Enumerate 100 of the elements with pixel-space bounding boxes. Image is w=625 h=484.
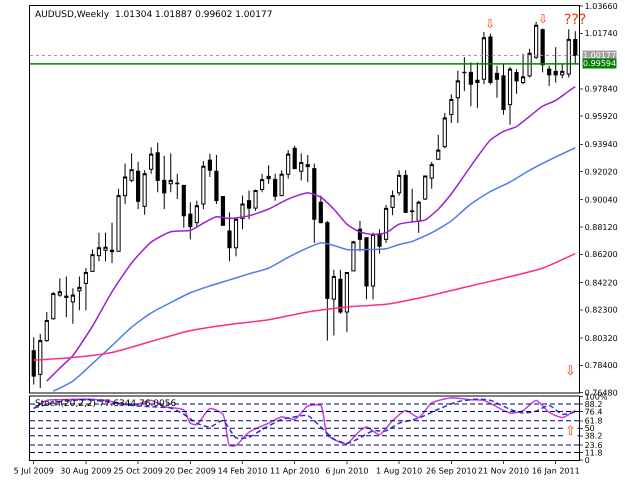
x-tick-label: 20 Dec 2009 [164,466,216,476]
candlestick [560,64,564,79]
candlestick [338,269,342,314]
x-tick-label: 16 Jan 2011 [532,466,580,476]
annotation: ⇩ [565,364,576,379]
candlestick [32,336,36,385]
annotation: ⇧ [565,424,576,439]
candlestick [377,228,382,254]
candlestick [358,220,362,252]
ref-line-label: 1.00177 [583,51,616,60]
y-tick-label: 61.8 [584,416,602,426]
candlestick [462,56,466,92]
candlestick [214,154,219,204]
annotation: ⇩ [485,17,496,31]
x-tick-label: 11 Apr 2010 [270,466,320,476]
y-tick-label: 38.2 [584,432,602,441]
candlestick [149,146,154,174]
candlestick [573,30,578,64]
candlestick [253,189,258,212]
candlestick [456,70,460,124]
x-tick-label: 25 Oct 2009 [113,466,163,476]
line-series [52,146,576,392]
candlestick [162,155,166,210]
y-tick-label: 0.86200 [584,250,618,260]
candlestick [70,288,75,324]
candlestick [175,173,180,200]
candlestick [514,68,519,94]
y-tick-label: 0.90040 [584,196,618,205]
candlestick [384,204,388,244]
line-series [32,252,576,361]
x-tick-label: 6 Jun 2010 [325,466,368,476]
candlestick [182,184,186,228]
candlestick [325,220,330,342]
candlestick [208,153,212,178]
candlestick [351,240,356,272]
candlestick [116,188,121,252]
candlestick [280,170,284,197]
candlestick [240,195,245,230]
candlestick [142,170,147,216]
candlestick [260,173,264,193]
candlestick [306,154,310,183]
candlestick [423,174,428,201]
text: AUDUSD,Weekly 1.01304 1.01887 0.99602 1.00177 [35,10,272,20]
candlestick [475,62,480,108]
candlestick [390,190,395,216]
candlestick [540,28,545,73]
candlestick [77,276,82,311]
candlestick [416,200,421,234]
ref-line-label: 0.99594 [583,59,616,68]
candlestick [468,62,473,107]
y-tick-label: 23.6 [584,440,602,450]
y-tick-label: 76.4 [584,407,602,416]
y-tick-label: 0.97840 [584,84,618,94]
candlestick [266,164,271,184]
y-tick-label: 50 [584,424,595,434]
candlestick [227,212,232,262]
candlestick [246,190,252,220]
candlestick [188,202,192,240]
line-series [46,86,576,382]
candlestick [332,269,336,336]
candlestick [494,65,500,98]
candlestick [488,33,493,85]
candlestick [286,150,290,180]
candlestick [220,196,226,226]
candlestick [520,53,526,85]
y-tick-label: 0.78400 [584,361,618,370]
y-tick-label: 0 [584,456,590,465]
candlestick [58,278,62,298]
candlestick [168,152,173,193]
candlestick [344,272,350,333]
x-tick-label: 1 Aug 2010 [376,466,422,476]
candlestick [64,276,68,318]
candlestick [234,218,238,257]
candlestick [501,64,506,116]
y-tick-label: 0.88120 [584,222,618,232]
candlestick [566,28,571,78]
candlestick [194,200,199,228]
candlestick [51,291,56,320]
candlestick [370,232,376,300]
candlestick [442,112,447,149]
candlestick [404,170,408,214]
candlestick [273,173,278,202]
candlestick [430,161,434,190]
candlestick [449,94,454,124]
candlestick [90,249,95,273]
candlestick [312,163,316,244]
candlestick [547,65,552,86]
candlestick [110,222,114,264]
candlestick [201,160,206,210]
x-tick-label: 5 Jul 2009 [14,466,54,476]
candlestick [508,66,512,126]
candlestick [96,232,102,262]
candlestick [38,333,42,388]
y-tick-label: 1.03660 [584,2,618,11]
candlestick [436,134,440,161]
candlestick [130,152,134,183]
candlestick [84,268,88,311]
candlestick [136,161,140,210]
candlestick [410,188,414,224]
candlestick [103,232,108,262]
